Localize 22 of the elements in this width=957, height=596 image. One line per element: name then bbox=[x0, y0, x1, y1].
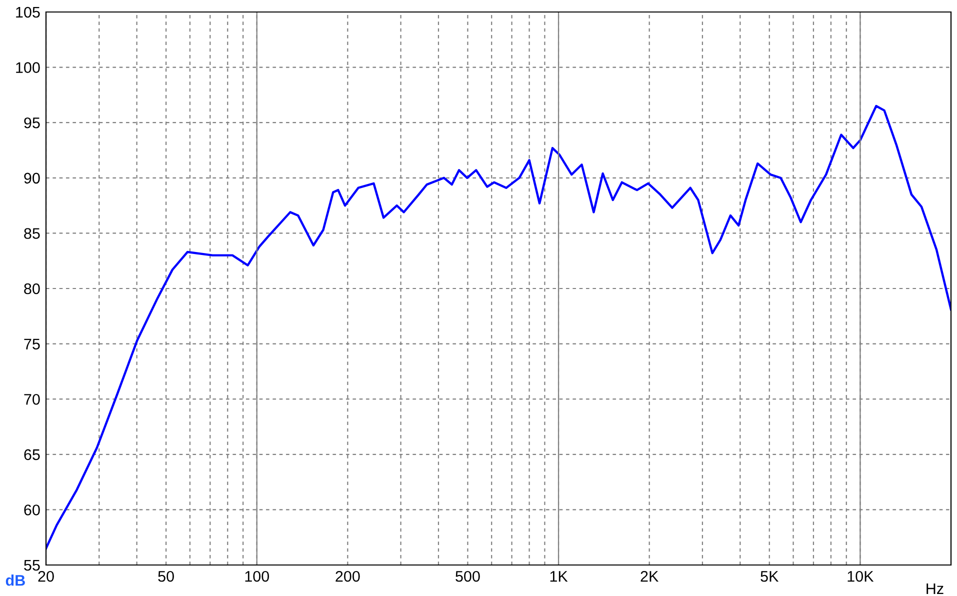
y-tick-label: 95 bbox=[24, 117, 40, 128]
x-tick-label: 5K bbox=[760, 571, 779, 582]
x-tick-label: 1K bbox=[550, 571, 568, 582]
y-tick-label: 90 bbox=[24, 172, 40, 184]
y-tick-label: 100 bbox=[16, 62, 40, 73]
x-tick-label: 2K bbox=[640, 570, 659, 582]
y-tick-label: 85 bbox=[24, 228, 40, 239]
y-tick-label: 60 bbox=[24, 504, 40, 516]
x-tick-label: 100 bbox=[245, 570, 270, 582]
x-tick-label: 50 bbox=[158, 570, 174, 582]
y-tick-label: 70 bbox=[24, 394, 40, 405]
x-axis-title: Hz bbox=[926, 583, 944, 594]
x-tick-label: 20 bbox=[38, 570, 54, 582]
y-tick-label: 65 bbox=[24, 449, 40, 460]
x-tick-label: 500 bbox=[456, 570, 480, 582]
y-tick-label: 75 bbox=[24, 338, 40, 350]
y-tick-label: 55 bbox=[24, 560, 40, 571]
y-axis-title: dB bbox=[6, 574, 25, 586]
y-tick-label: 105 bbox=[16, 6, 40, 18]
y-tick-label: 80 bbox=[24, 283, 40, 294]
x-tick-label: 10K bbox=[848, 570, 874, 582]
x-tick-label: 200 bbox=[336, 570, 360, 582]
